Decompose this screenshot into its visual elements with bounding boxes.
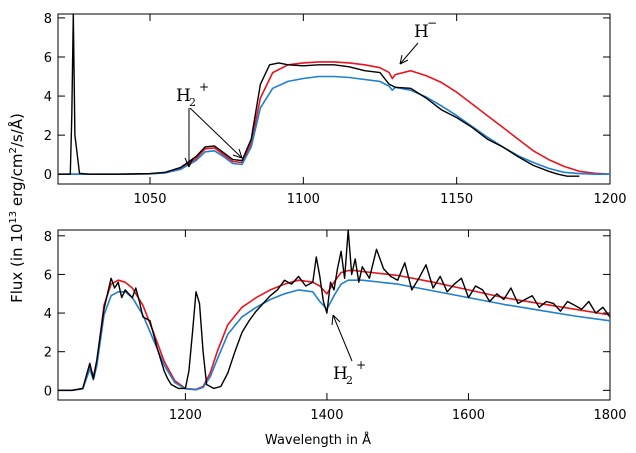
top-series-group — [58, 13, 611, 177]
annotation-h2plus-bottom-label: H — [333, 364, 348, 384]
bottom-y-axis: 0 2 4 6 8 — [44, 230, 610, 399]
bottom-x-tick-label-1600: 1600 — [452, 408, 485, 423]
x-axis-label: Wavelength in Å — [265, 432, 371, 448]
top-y-axis: 0 2 4 6 8 — [44, 12, 610, 183]
y-axis-label-exponent: 13 — [8, 211, 19, 224]
bottom-y-tick-label-4: 4 — [44, 307, 52, 322]
y-axis-label-unit-b: /s/Å) — [7, 113, 26, 147]
annotation-h2plus-top-arrow-2 — [189, 107, 243, 159]
bottom-series-black-line — [58, 229, 611, 391]
top-series-blue-line — [58, 75, 610, 175]
bottom-y-tick-label-6: 6 — [44, 268, 52, 283]
y-axis-label-unit-exponent: 2 — [8, 147, 19, 153]
top-y-tick-label-4: 4 — [44, 90, 52, 105]
top-x-tick-label-1150: 1150 — [440, 192, 473, 207]
bottom-x-tick-label-1800: 1800 — [593, 408, 626, 423]
bottom-series-blue-line — [58, 279, 611, 392]
annotation-h2plus-top-label: H — [176, 86, 191, 106]
annotation-h2plus-top-arrowhead-2 — [232, 148, 243, 159]
annotation-h2plus-top: H 2 + — [176, 80, 243, 168]
annotation-h-minus-sup: − — [427, 16, 437, 30]
bottom-y-tick-label-8: 8 — [44, 230, 52, 245]
bottom-y-tick-label-2: 2 — [44, 346, 52, 361]
top-panel: 1050 1100 1150 1200 0 2 4 6 8 H − H 2 + — [44, 12, 627, 207]
top-y-tick-label-6: 6 — [44, 51, 52, 66]
annotation-h2plus-bottom: H 2 + — [331, 314, 366, 387]
bottom-x-tick-label-1200: 1200 — [169, 408, 202, 423]
top-y-tick-label-2: 2 — [44, 129, 52, 144]
annotation-h-minus: H − — [399, 16, 437, 65]
bottom-series-group — [58, 229, 611, 392]
top-series-black-line — [58, 13, 580, 177]
annotation-h2plus-bottom-arrow — [332, 314, 353, 362]
annotation-h2plus-bottom-arrowhead — [331, 314, 341, 326]
annotation-h2plus-bottom-sup: + — [356, 358, 366, 372]
top-y-tick-label-0: 0 — [44, 168, 52, 183]
top-x-tick-label-1050: 1050 — [133, 192, 166, 207]
top-y-tick-label-8: 8 — [44, 12, 52, 27]
bottom-x-tick-label-1400: 1400 — [310, 408, 343, 423]
annotation-h-minus-arrowhead — [399, 54, 409, 65]
annotation-h-minus-label: H — [414, 22, 429, 42]
y-axis-label-unit-a: erg/cm — [8, 154, 26, 211]
top-x-tick-label-1100: 1100 — [287, 192, 320, 207]
y-axis-label-main: Flux (in 10 — [8, 224, 26, 303]
annotation-h2plus-top-arrowhead-1 — [184, 157, 194, 168]
top-x-axis: 1050 1100 1150 1200 — [133, 14, 627, 207]
annotation-h2plus-top-sup: + — [199, 80, 209, 94]
top-x-tick-label-1200: 1200 — [593, 192, 626, 207]
annotation-h2plus-bottom-sub: 2 — [346, 374, 353, 387]
annotation-h2plus-top-sub: 2 — [189, 96, 196, 109]
bottom-x-axis: 1200 1400 1600 1800 — [169, 230, 627, 423]
top-plot-frame — [57, 13, 611, 185]
annotation-h-minus-arrow — [399, 42, 419, 65]
bottom-panel: 1200 1400 1600 1800 0 2 4 6 8 H 2 + — [44, 229, 627, 423]
bottom-y-tick-label-0: 0 — [44, 384, 52, 399]
top-series-red-line — [58, 61, 611, 175]
y-axis-label: Flux (in 1013 erg/cm2/s/Å) — [7, 113, 26, 303]
